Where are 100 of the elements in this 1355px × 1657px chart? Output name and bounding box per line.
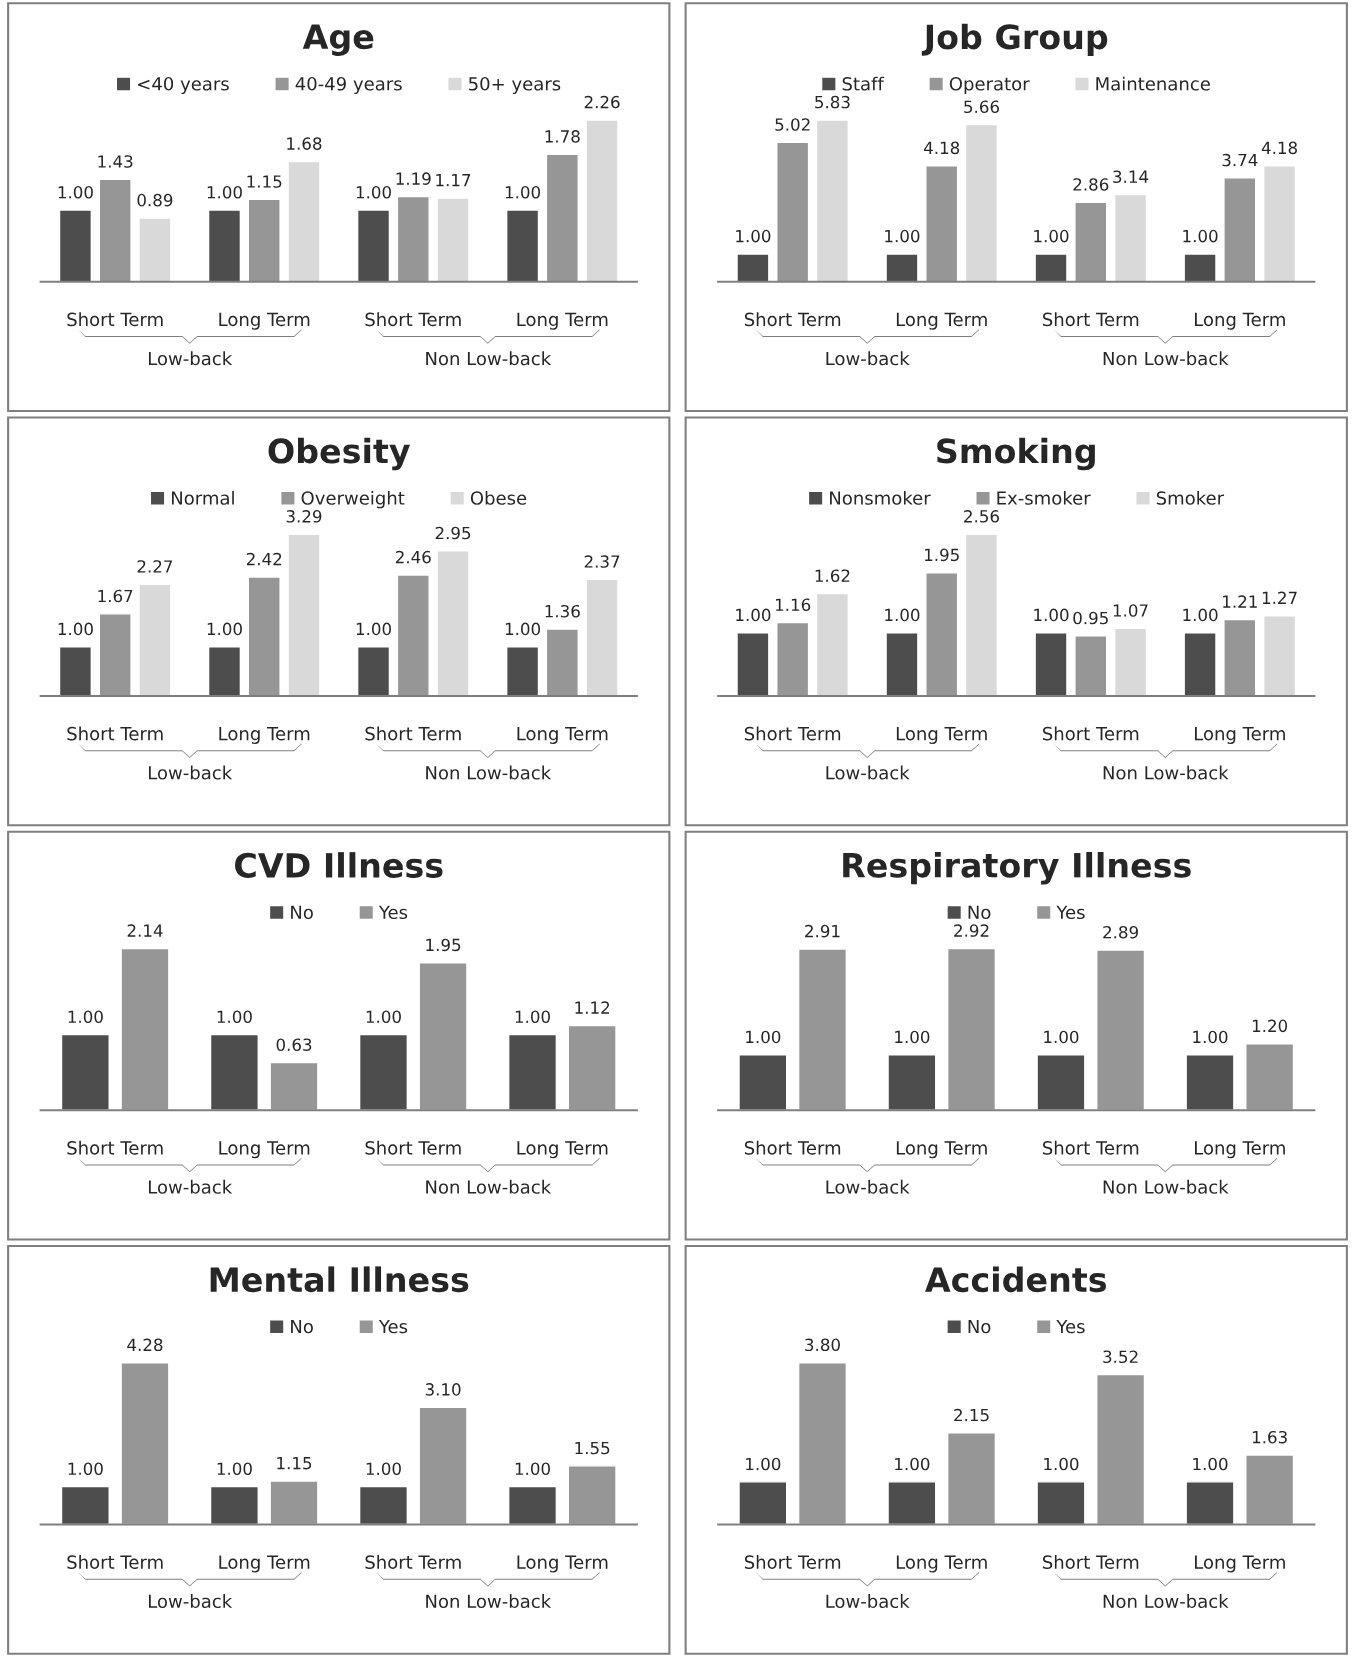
data-label: 1.00: [1034, 608, 1069, 622]
data-label: 1.00: [58, 622, 93, 636]
data-label: 2.37: [584, 555, 620, 568]
legend-label: Operator: [949, 76, 1030, 95]
x-tick-label: Long Term: [517, 1555, 608, 1573]
data-label: 2.92: [954, 924, 989, 937]
bar: [815, 592, 850, 696]
x-tick-label: Short Term: [67, 1555, 163, 1569]
bar: [209, 1033, 259, 1111]
bar: [1262, 165, 1297, 282]
bar: [885, 253, 919, 282]
bar: [1096, 1373, 1146, 1525]
data-label: 1.55: [575, 1441, 610, 1455]
data-label: 1.62: [815, 569, 850, 583]
bar: [120, 1361, 170, 1525]
bar: [1223, 618, 1257, 696]
data-label: 1.00: [68, 1462, 103, 1476]
data-label: 1.15: [247, 175, 282, 188]
data-label: 5.66: [964, 100, 999, 114]
legend-label: Yes: [1056, 905, 1085, 920]
data-label: 1.17: [436, 174, 471, 187]
x-tick-label: Long Term: [1195, 1555, 1285, 1573]
x-tick-label: Short Term: [744, 726, 841, 741]
chart-title: Obesity: [268, 437, 411, 471]
text: Non Low-back: [1103, 351, 1229, 366]
data-label: 1.00: [1183, 229, 1218, 243]
data-label: 1.00: [356, 185, 391, 199]
data-label: 1.00: [746, 1030, 781, 1044]
data-label: 3.29: [286, 510, 322, 523]
x-tick-label: Short Term: [744, 1555, 841, 1569]
x-tick-label: Short Term: [365, 1140, 461, 1155]
chart-title: Mental Illness: [210, 1266, 469, 1293]
bar: [358, 1485, 409, 1525]
data-label: 1.21: [1223, 595, 1257, 608]
bar: [946, 947, 997, 1111]
data-label: 1.00: [207, 185, 242, 199]
data-label: 2.42: [246, 552, 282, 566]
x-tick-label: Long Term: [1195, 312, 1285, 330]
x-tick-label: Long Term: [517, 1141, 608, 1159]
x-tick-label: Long Term: [219, 727, 310, 744]
legend-label: Staff: [842, 76, 885, 91]
x-tick-label: Long Term: [517, 312, 608, 330]
bar: [1262, 614, 1297, 696]
text: Low-back: [148, 765, 233, 780]
chart-title: Smoking: [937, 437, 1095, 471]
bar: [396, 195, 430, 282]
legend-label: No: [968, 905, 991, 920]
data-label: 3.14: [1113, 170, 1149, 184]
x-tick-label: Long Term: [896, 312, 987, 330]
data-label: 1.00: [217, 1010, 252, 1024]
bar: [356, 646, 391, 696]
legend-label: No: [291, 1319, 313, 1334]
bar: [964, 123, 999, 282]
x-tick-label: Short Term: [1042, 1140, 1139, 1155]
bar: [505, 646, 540, 696]
data-label: 0.95: [1073, 611, 1108, 625]
text: Non Low-back: [426, 351, 552, 366]
data-label: 1.00: [505, 185, 541, 199]
bar: [738, 1054, 788, 1111]
bar: [396, 574, 430, 696]
data-label: 1.95: [426, 938, 461, 952]
text: Non Low-back: [426, 1179, 552, 1194]
bar: [776, 621, 810, 696]
bar: [545, 153, 579, 282]
bar: [120, 947, 170, 1111]
bar: [885, 632, 919, 696]
x-tick-label: Short Term: [1042, 726, 1139, 741]
x-tick-label: Short Term: [1042, 1555, 1139, 1569]
bar: [887, 1054, 937, 1111]
chart-title: Respiratory Illness: [843, 852, 1191, 885]
bar: [209, 1485, 259, 1525]
data-label: 1.67: [98, 589, 133, 603]
bar: [418, 962, 468, 1111]
bar: [736, 253, 770, 282]
data-label: 1.00: [68, 1010, 103, 1024]
data-label: 0.63: [276, 1038, 312, 1052]
data-label: 3.52: [1103, 1350, 1138, 1364]
data-label: 1.68: [287, 137, 322, 150]
data-label: 4.18: [923, 141, 960, 155]
bar: [507, 1485, 558, 1525]
text: Low-back: [826, 1179, 910, 1194]
legend-label: 40-49 years: [295, 76, 402, 95]
bar: [964, 533, 999, 696]
x-tick-label: Long Term: [219, 1555, 310, 1573]
x-tick-label: Short Term: [365, 1555, 461, 1569]
bar: [60, 1485, 110, 1525]
data-label: 1.00: [736, 608, 771, 622]
data-label: 1.00: [356, 622, 391, 636]
data-label: 1.00: [366, 1010, 401, 1024]
bar: [418, 1406, 468, 1525]
data-label: 1.00: [515, 1010, 550, 1024]
legend-label: Yes: [378, 905, 408, 920]
data-label: 1.00: [1183, 608, 1218, 622]
x-tick-label: Long Term: [1195, 727, 1285, 744]
x-tick-label: Short Term: [67, 1140, 163, 1155]
legend-label: Overweight: [301, 490, 405, 509]
bar: [269, 1061, 319, 1111]
data-label: 2.27: [137, 560, 173, 573]
bar: [98, 178, 132, 282]
data-label: 1.00: [885, 229, 920, 243]
